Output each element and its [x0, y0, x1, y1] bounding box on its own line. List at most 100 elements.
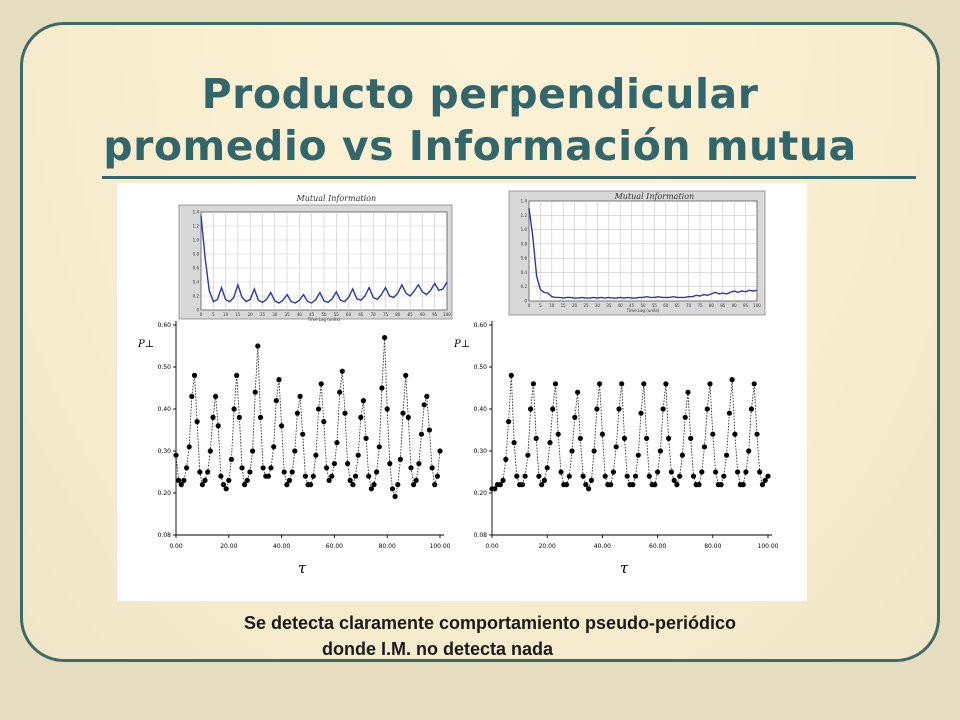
- data-point: [630, 482, 636, 488]
- data-point: [506, 419, 512, 425]
- y-tick-label: 0.60: [158, 322, 172, 329]
- data-point: [586, 486, 592, 492]
- data-point: [701, 444, 708, 450]
- data-point: [724, 452, 730, 458]
- mi-x-tick-label: 65: [675, 303, 681, 308]
- data-point: [718, 482, 724, 488]
- data-point: [528, 406, 534, 412]
- data-point: [690, 473, 697, 479]
- mi-x-tick-label: 80: [395, 312, 401, 317]
- mi-series-line: [528, 208, 758, 299]
- data-point: [184, 465, 190, 471]
- data-point: [597, 381, 603, 387]
- mi-x-axis-label: Time Lag (units): [626, 308, 660, 313]
- data-point: [671, 477, 677, 483]
- data-point: [500, 477, 506, 483]
- data-point: [389, 486, 396, 492]
- data-point: [544, 465, 550, 471]
- data-point: [619, 381, 625, 387]
- data-point: [250, 448, 256, 454]
- data-point: [323, 465, 330, 471]
- data-point: [339, 368, 345, 374]
- mi-y-tick-label: 1.0: [521, 227, 528, 232]
- mi-x-tick-label: 50: [321, 312, 327, 317]
- mi-y-tick-label: 1.2: [193, 224, 200, 229]
- data-point: [624, 473, 630, 479]
- data-point: [610, 469, 616, 475]
- mi-y-tick-label: 0.4: [521, 270, 528, 275]
- data-point: [358, 414, 364, 420]
- mi-x-tick-label: 90: [420, 312, 426, 317]
- data-point: [429, 465, 435, 471]
- data-point: [710, 431, 716, 437]
- data-point: [257, 414, 264, 420]
- data-point: [591, 448, 597, 454]
- data-point: [432, 482, 438, 488]
- data-point: [418, 431, 425, 437]
- mi-y-tick-label: 0.2: [193, 294, 200, 299]
- mi-y-tick-label: 0.6: [521, 256, 528, 261]
- data-point: [416, 461, 422, 467]
- data-point: [757, 469, 763, 475]
- x-axis-label: τ: [298, 559, 307, 577]
- data-point: [173, 452, 179, 458]
- y-tick-label: 0.30: [158, 448, 172, 455]
- data-point: [403, 372, 409, 378]
- mi-x-tick-label: 40: [297, 312, 303, 317]
- y-tick-label: 0.50: [474, 364, 488, 371]
- x-tick-label: 0.00: [169, 543, 183, 550]
- data-point: [533, 435, 539, 441]
- data-point: [550, 406, 556, 412]
- data-point: [408, 465, 414, 471]
- data-point: [707, 381, 713, 387]
- title-divider: [102, 176, 916, 179]
- data-point: [342, 410, 348, 416]
- data-point: [326, 477, 332, 483]
- data-point: [318, 381, 324, 387]
- mi-x-tick-label: 75: [697, 303, 703, 308]
- mi-x-tick-label: 95: [743, 303, 749, 308]
- x-tick-label: 20.00: [539, 543, 556, 550]
- data-point: [613, 444, 619, 450]
- data-point: [552, 381, 559, 387]
- x-tick-label: 40.00: [273, 543, 290, 550]
- y-axis-label: P⊥: [137, 339, 154, 350]
- mi-x-tick-label: 75: [383, 312, 389, 317]
- data-point: [387, 461, 393, 467]
- data-point: [616, 406, 622, 412]
- data-point: [186, 444, 192, 450]
- data-point: [260, 465, 266, 471]
- data-point: [189, 393, 195, 399]
- mi-x-tick-label: 60: [346, 312, 352, 317]
- data-point: [641, 381, 647, 387]
- y-tick-label: 0.40: [474, 406, 488, 413]
- data-point: [580, 473, 586, 479]
- mi-x-tick-label: 85: [408, 312, 414, 317]
- data-point: [400, 410, 406, 416]
- data-point: [252, 389, 258, 395]
- data-point: [426, 427, 432, 433]
- data-point: [732, 431, 738, 437]
- data-point: [566, 473, 572, 479]
- data-point: [682, 414, 688, 420]
- data-point: [663, 381, 669, 387]
- data-point: [539, 482, 545, 488]
- data-point: [530, 381, 536, 387]
- data-point: [223, 486, 229, 492]
- data-point: [255, 343, 261, 349]
- data-point: [178, 482, 184, 488]
- data-point: [281, 469, 287, 475]
- data-point: [374, 469, 380, 475]
- mi-x-tick-label: 20: [572, 303, 578, 308]
- data-point: [176, 477, 182, 483]
- mi-x-tick-label: 35: [606, 303, 612, 308]
- mi-chart-title: Mutual Information: [296, 194, 377, 203]
- mi-x-tick-label: 40: [618, 303, 624, 308]
- data-point: [514, 473, 520, 479]
- data-point: [302, 473, 308, 479]
- data-point: [289, 469, 295, 475]
- mi-y-tick-label: 0: [196, 308, 199, 313]
- data-point: [726, 410, 733, 416]
- data-point: [279, 423, 285, 429]
- x-tick-label: 40.00: [594, 543, 611, 550]
